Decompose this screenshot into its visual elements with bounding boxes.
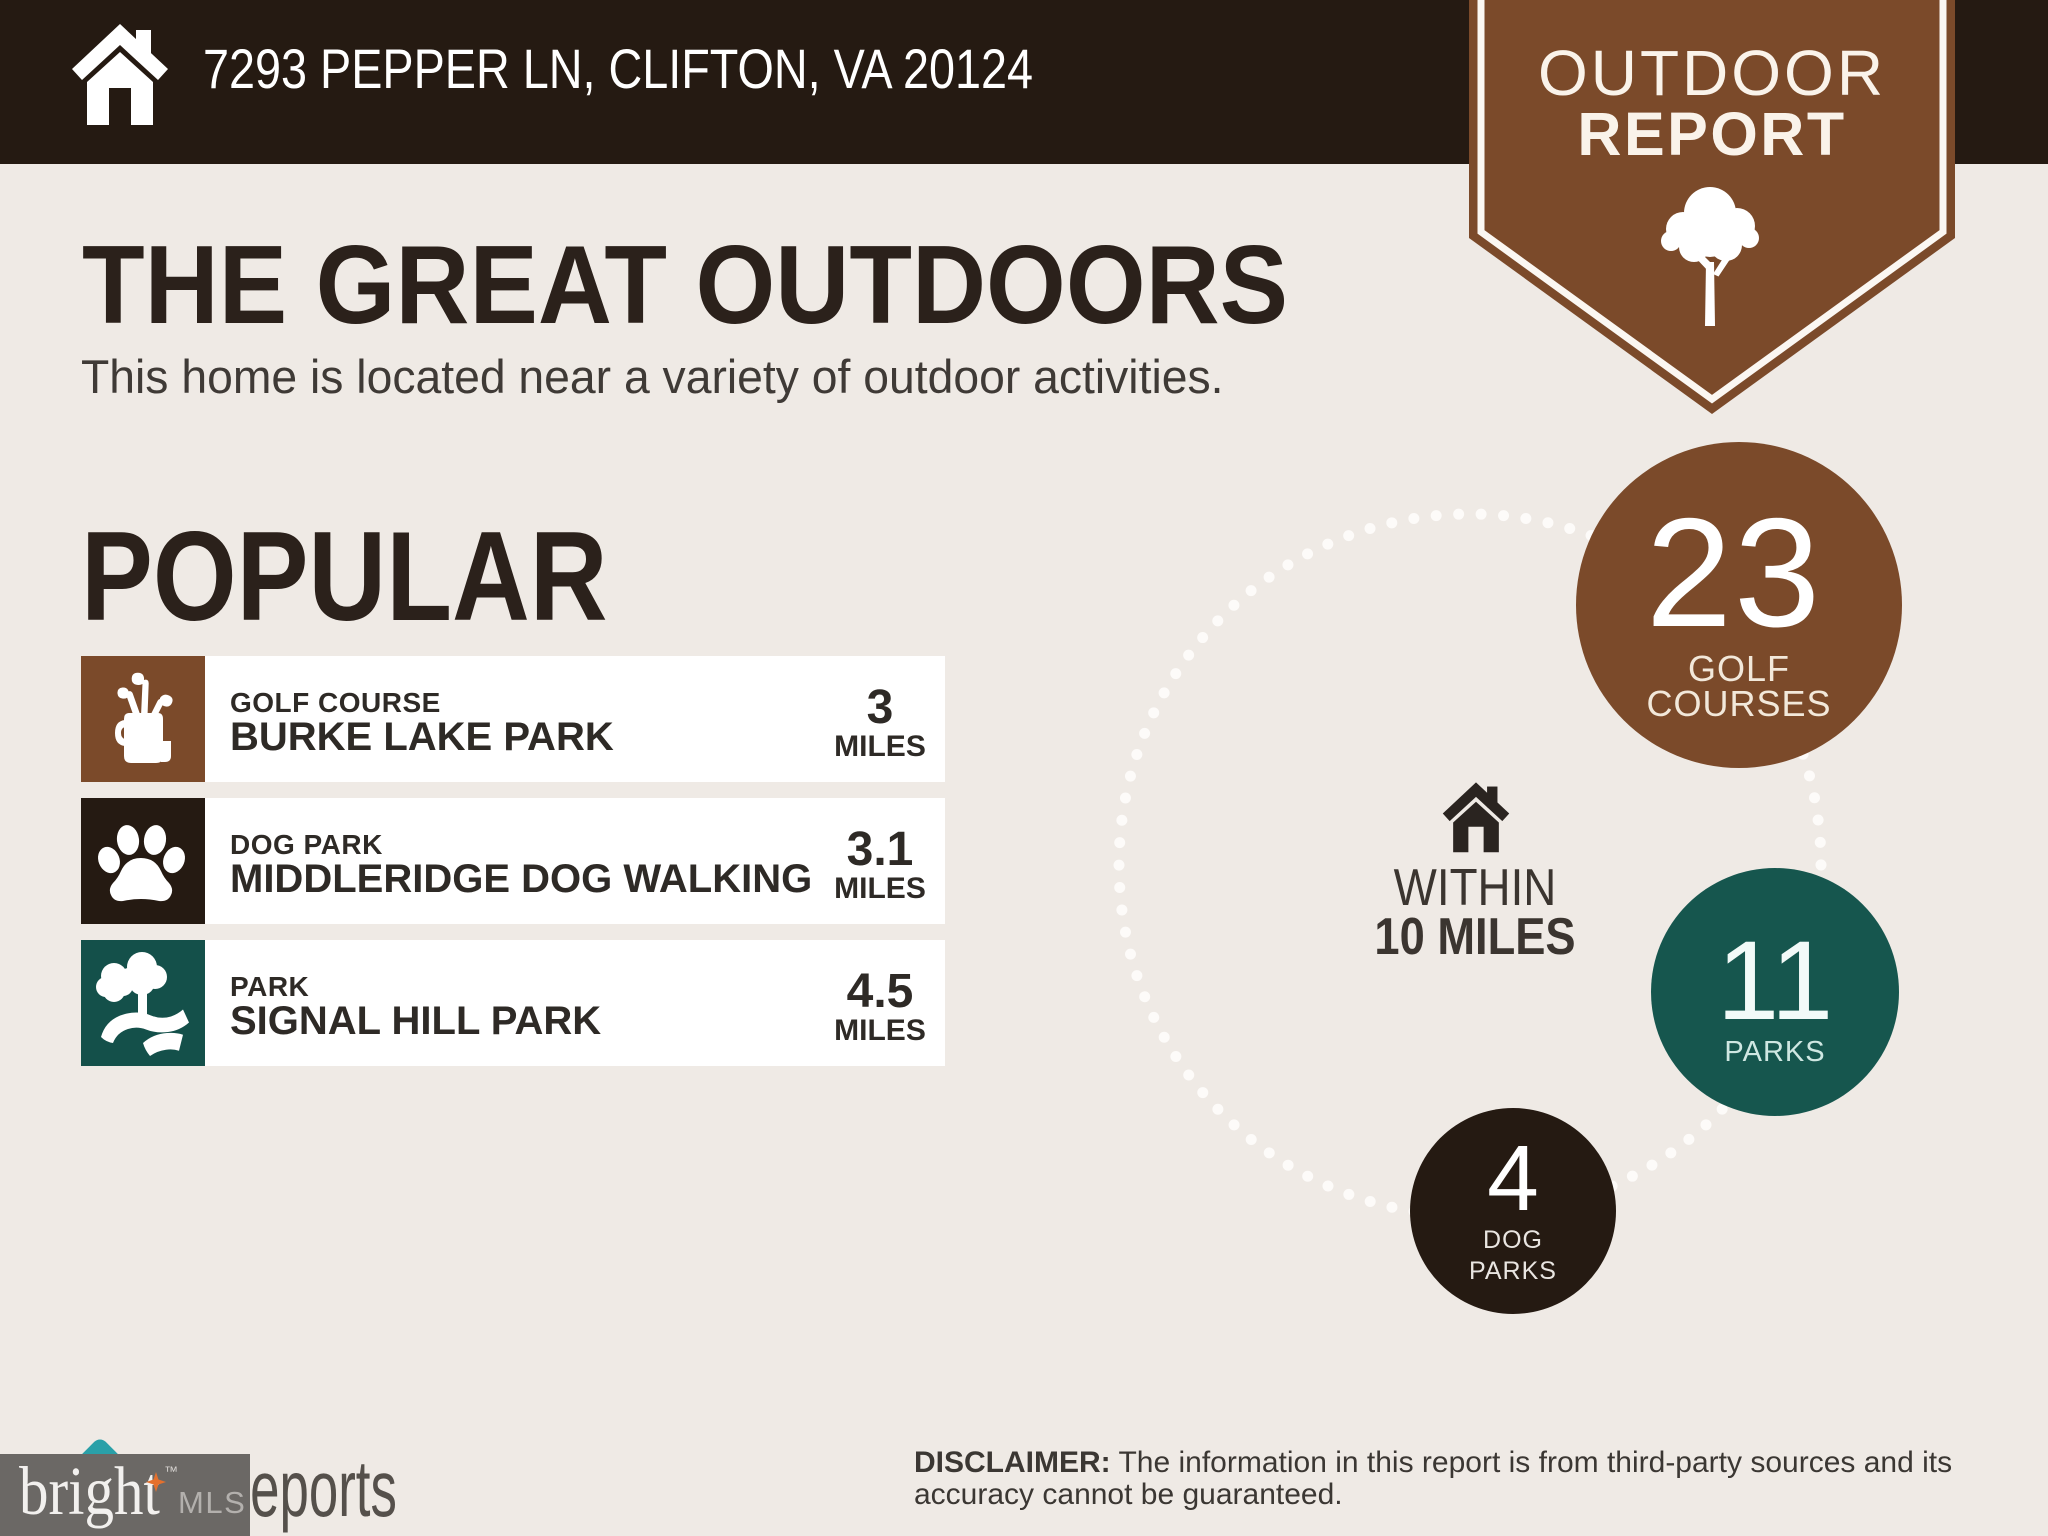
svg-text:REPORT: REPORT	[1577, 100, 1846, 168]
svg-text:OUTDOOR: OUTDOOR	[1538, 37, 1886, 109]
